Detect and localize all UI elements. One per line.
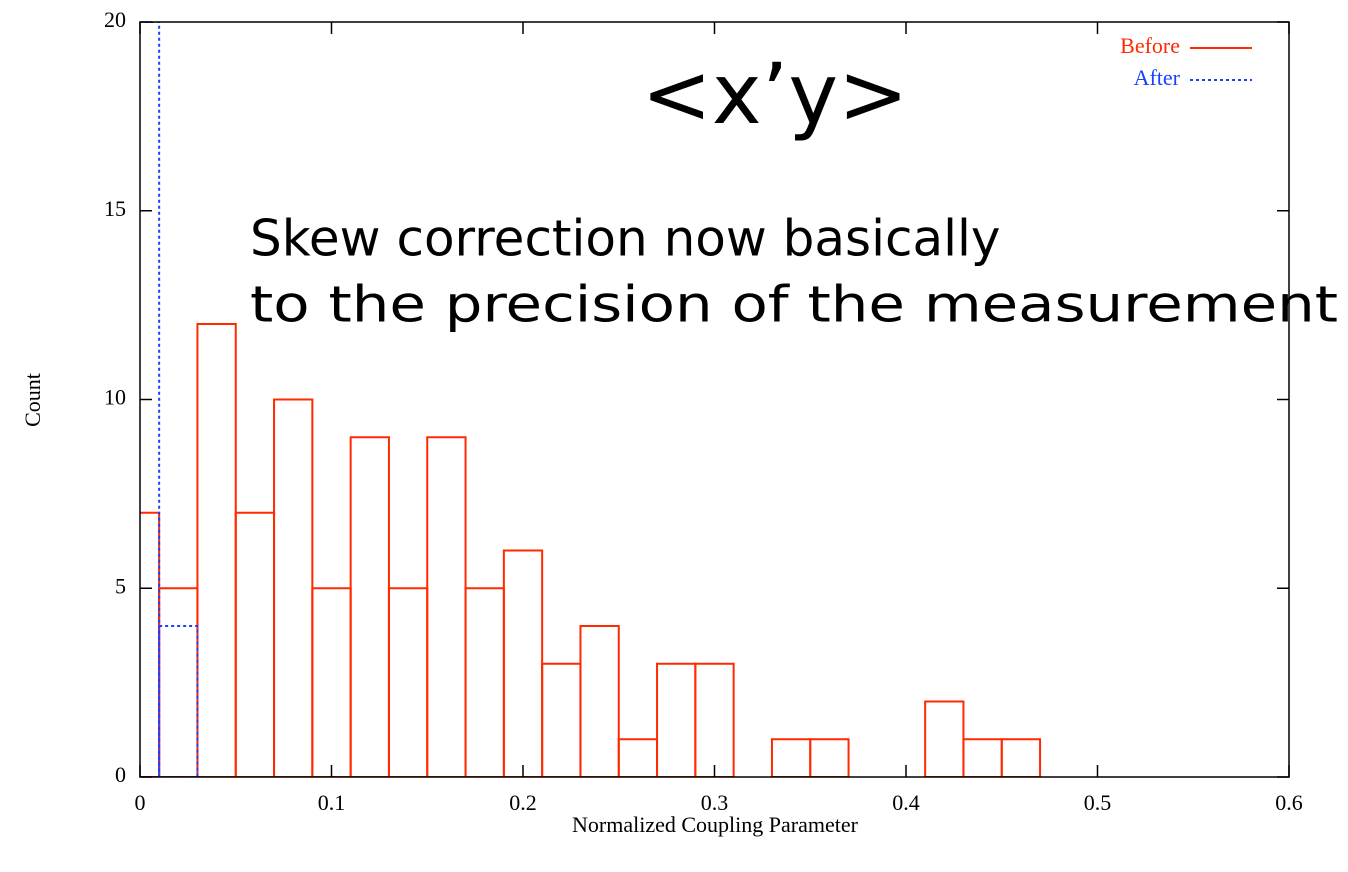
legend-label: Before (1120, 33, 1180, 58)
bar (349, 436, 390, 777)
annotation-title: <x’y> (642, 45, 909, 143)
bar (1000, 738, 1042, 777)
x-tick-label: 0.5 (1084, 790, 1112, 815)
y-axis-label: Count (20, 373, 45, 427)
bar (579, 625, 620, 777)
x-tick-label: 0.6 (1275, 790, 1303, 815)
annotation: to the precision of the measurement (250, 276, 1338, 334)
bar (140, 22, 161, 777)
bar (273, 398, 314, 777)
bar (311, 587, 352, 777)
bar (387, 587, 429, 777)
bar (962, 738, 1003, 777)
bar (196, 323, 237, 777)
bar (617, 738, 659, 777)
x-tick-label: 0.1 (318, 790, 346, 815)
x-tick-label: 0.4 (892, 790, 920, 815)
x-tick-label: 0.2 (509, 790, 537, 815)
bar (464, 587, 505, 777)
legend-label: After (1134, 65, 1181, 90)
bar (158, 587, 199, 777)
bar (502, 549, 544, 777)
y-tick-label: 5 (115, 573, 126, 598)
x-axis-label: Normalized Coupling Parameter (572, 812, 859, 837)
bar (924, 700, 965, 777)
bar (694, 662, 735, 777)
annotation: Skew correction now basically (250, 210, 1001, 268)
bar (809, 738, 850, 777)
bar (541, 662, 582, 777)
bar (656, 662, 697, 777)
y-tick-label: 10 (104, 385, 126, 410)
bar (158, 625, 199, 777)
bar (770, 738, 812, 777)
y-tick-label: 0 (115, 762, 126, 787)
x-tick-label: 0.3 (701, 790, 729, 815)
y-tick-label: 20 (104, 7, 126, 32)
y-tick-label: 15 (104, 196, 126, 221)
x-tick-label: 0 (135, 790, 146, 815)
plot-area (140, 22, 1042, 777)
bar (234, 511, 276, 777)
bar (426, 436, 467, 777)
